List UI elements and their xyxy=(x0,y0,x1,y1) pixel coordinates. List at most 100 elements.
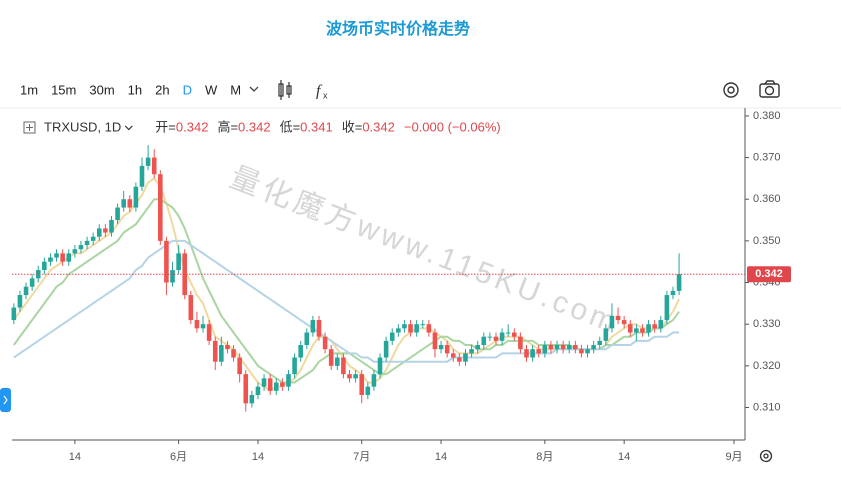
candle-body xyxy=(335,357,340,366)
candle-body xyxy=(450,353,456,358)
candle-body xyxy=(316,320,322,337)
interval-button[interactable]: 1m xyxy=(20,82,38,97)
candle-body xyxy=(652,324,657,329)
candle-body xyxy=(371,374,377,387)
indicators-button-x: x xyxy=(323,90,328,100)
interval-button[interactable]: 1h xyxy=(128,82,142,97)
x-tick-label: 7月 xyxy=(353,451,370,463)
interval-button[interactable]: W xyxy=(205,82,218,97)
candle-body xyxy=(127,199,133,208)
symbol-dropdown[interactable] xyxy=(124,125,133,131)
candle-body xyxy=(304,332,310,346)
candle-body xyxy=(280,382,285,387)
candle-body xyxy=(139,165,145,187)
candle-body xyxy=(542,345,548,354)
side-panel-arrow xyxy=(3,395,8,405)
page-title: 波场币实时价格走势 xyxy=(326,19,470,38)
candle-body xyxy=(96,228,102,237)
x-tick-label: 6月 xyxy=(170,451,187,463)
moving-average-line xyxy=(13,239,680,363)
candle-body xyxy=(493,336,499,341)
candle-body xyxy=(365,386,371,396)
chart-style-button[interactable] xyxy=(278,80,292,100)
candle-body xyxy=(54,253,59,258)
candle-body xyxy=(518,336,523,350)
x-tick-label: 8月 xyxy=(536,451,553,463)
candle-body xyxy=(359,374,365,396)
y-tick-label: 0.380 xyxy=(753,110,781,122)
candle-body xyxy=(579,349,584,354)
candle-body xyxy=(481,336,487,346)
candle-body xyxy=(176,253,181,271)
legend-field-label: 收= xyxy=(342,119,363,134)
candle-body xyxy=(396,328,401,333)
side-panel-tab[interactable] xyxy=(0,388,11,412)
indicators-button[interactable]: f xyxy=(316,83,323,100)
candle-body xyxy=(573,345,578,350)
candle-body xyxy=(609,315,615,329)
candle-body xyxy=(273,382,279,391)
settings-button[interactable] xyxy=(723,82,739,98)
candle-body xyxy=(164,240,169,283)
candle-body xyxy=(29,278,35,287)
interval-button[interactable]: D xyxy=(183,82,192,97)
x-tick-label: 14 xyxy=(435,451,447,463)
legend-field-value: 0.341 xyxy=(300,119,333,134)
candle-body xyxy=(585,349,590,354)
watermark: 量化魔方www.115KU.com xyxy=(225,161,624,340)
candle-body xyxy=(231,349,236,358)
legend-field-label: 低= xyxy=(280,119,301,134)
candle-body xyxy=(72,249,78,254)
candle-body xyxy=(151,157,157,175)
candle-body xyxy=(554,345,560,350)
candle-body xyxy=(170,270,175,283)
candle-body xyxy=(11,307,17,321)
symbol-label[interactable]: TRXUSD, 1D xyxy=(44,119,121,134)
candle-body xyxy=(225,345,230,350)
candle-body xyxy=(322,336,328,350)
candle-body xyxy=(457,357,462,362)
candle-body xyxy=(353,374,358,379)
candle-body xyxy=(78,245,84,250)
candle-body xyxy=(469,349,474,354)
y-tick-label: 0.310 xyxy=(753,401,781,413)
candle-body xyxy=(621,320,627,325)
candle-body xyxy=(237,357,242,375)
interval-button[interactable]: 2h xyxy=(155,82,169,97)
candle-body xyxy=(60,253,65,262)
candle-body xyxy=(48,257,53,262)
candle-body xyxy=(402,324,407,329)
legend-field-value: 0.342 xyxy=(362,119,395,134)
candle-body xyxy=(560,345,566,350)
legend-change: −0.000 (−0.06%) xyxy=(404,119,501,134)
candle-body xyxy=(475,345,480,350)
interval-button[interactable]: 15m xyxy=(51,82,76,97)
legend-toggle[interactable] xyxy=(23,121,36,134)
candle-body xyxy=(103,228,108,233)
candle-body xyxy=(676,274,682,291)
y-tick-label: 0.320 xyxy=(753,360,781,372)
plot-area: 0.3100.3200.3300.3400.3500.3600.3700.380… xyxy=(11,110,791,463)
candle-body xyxy=(487,336,493,338)
candle-body xyxy=(627,324,633,333)
candle-body xyxy=(121,199,126,208)
ohlc-legend: 开= 0.342 高= 0.342 低= 0.341 收= 0.342 −0.000 (−0.0… xyxy=(124,119,501,134)
candle-body xyxy=(66,253,72,262)
more-intervals[interactable] xyxy=(249,86,259,92)
candle-body xyxy=(426,324,432,333)
interval-button[interactable]: 30m xyxy=(89,82,114,97)
snapshot-button[interactable] xyxy=(759,80,780,98)
candle-body xyxy=(414,324,419,333)
candle-body xyxy=(219,345,224,362)
candle-body xyxy=(298,345,303,358)
x-tick-label: 14 xyxy=(252,451,264,463)
candle-body xyxy=(548,345,554,350)
axis-settings-button[interactable] xyxy=(759,449,773,463)
candle-body xyxy=(249,395,255,404)
candle-body xyxy=(383,340,389,358)
candle-body xyxy=(670,290,676,296)
candle-body xyxy=(212,340,218,362)
legend-field-label: 高= xyxy=(217,119,238,134)
interval-button[interactable]: M xyxy=(230,82,241,97)
